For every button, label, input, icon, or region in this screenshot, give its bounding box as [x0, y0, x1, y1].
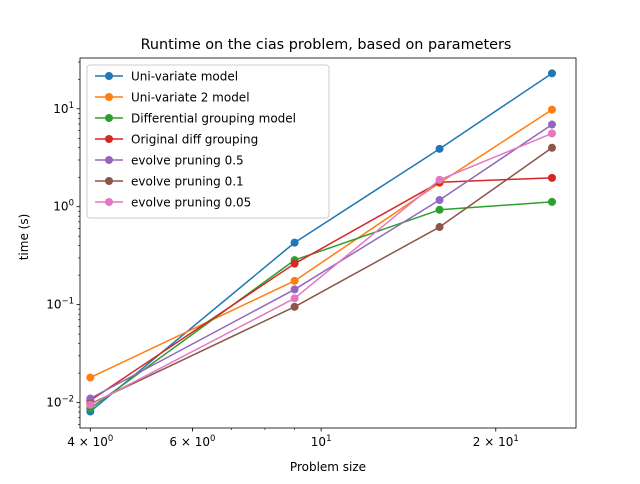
- series-2-point: [547, 105, 556, 114]
- series-line-2: [89, 109, 553, 379]
- series-line-4: [89, 177, 553, 402]
- series-line-7: [89, 132, 553, 406]
- legend-marker: [105, 177, 113, 185]
- series-2-point: [290, 276, 299, 285]
- legend-marker: [105, 72, 113, 80]
- series-5-point: [290, 285, 299, 294]
- y-tick-label: 101: [53, 101, 74, 116]
- series-line-6: [89, 147, 553, 405]
- series-4-point: [547, 173, 556, 182]
- series-1-point: [547, 69, 556, 78]
- series-7-point: [435, 175, 444, 184]
- y-axis-label: time (s): [17, 214, 31, 261]
- series-3-point: [547, 197, 556, 206]
- y-tick-label: 10−2: [46, 395, 74, 410]
- x-tick-label: 101: [311, 434, 332, 449]
- y-tick-label: 100: [53, 199, 74, 214]
- series-line-3: [89, 201, 553, 410]
- x-tick-label: 2 × 101: [473, 434, 519, 449]
- series-2-point: [86, 373, 95, 382]
- y-tick-label: 10−1: [46, 297, 74, 312]
- legend-label: evolve pruning 0.05: [131, 196, 251, 210]
- legend-marker: [105, 93, 113, 101]
- series-1-point: [290, 238, 299, 247]
- legend-marker: [105, 135, 113, 143]
- x-axis-label: Problem size: [290, 460, 366, 474]
- legend-marker: [105, 114, 113, 122]
- series-5-point: [547, 120, 556, 129]
- series-7-point: [547, 129, 556, 138]
- series-6-point: [290, 302, 299, 311]
- series-7-point: [290, 294, 299, 303]
- plot-area: 4 × 100 6 × 100 101 2 × 101 10−2 10−1 100 101 Un…: [46, 57, 577, 449]
- axes-frame: [79, 57, 577, 429]
- series-6-point: [547, 143, 556, 152]
- series-line-1: [89, 72, 553, 413]
- legend-label: Original diff grouping: [131, 133, 258, 147]
- series-line-5: [89, 123, 553, 400]
- series-3-point: [435, 205, 444, 214]
- legend-marker: [105, 198, 113, 206]
- legend-label: Uni-variate 2 model: [131, 91, 250, 105]
- series-4-point: [290, 259, 299, 268]
- series-7-point: [86, 400, 95, 409]
- series-5-point: [435, 196, 444, 205]
- chart-title: Runtime on the cias problem, based on pa…: [141, 37, 512, 53]
- legend-marker: [105, 156, 113, 164]
- legend-box: [86, 64, 330, 219]
- legend-label: evolve pruning 0.5: [131, 154, 244, 168]
- legend-label: Differential grouping model: [131, 112, 296, 126]
- legend-label: Uni-variate model: [131, 70, 238, 84]
- legend-label: evolve pruning 0.1: [131, 175, 244, 189]
- x-tick-label: 4 × 100: [67, 434, 113, 449]
- x-tick-label: 6 × 100: [169, 434, 215, 449]
- series-1-point: [435, 144, 444, 153]
- series-6-point: [435, 223, 444, 232]
